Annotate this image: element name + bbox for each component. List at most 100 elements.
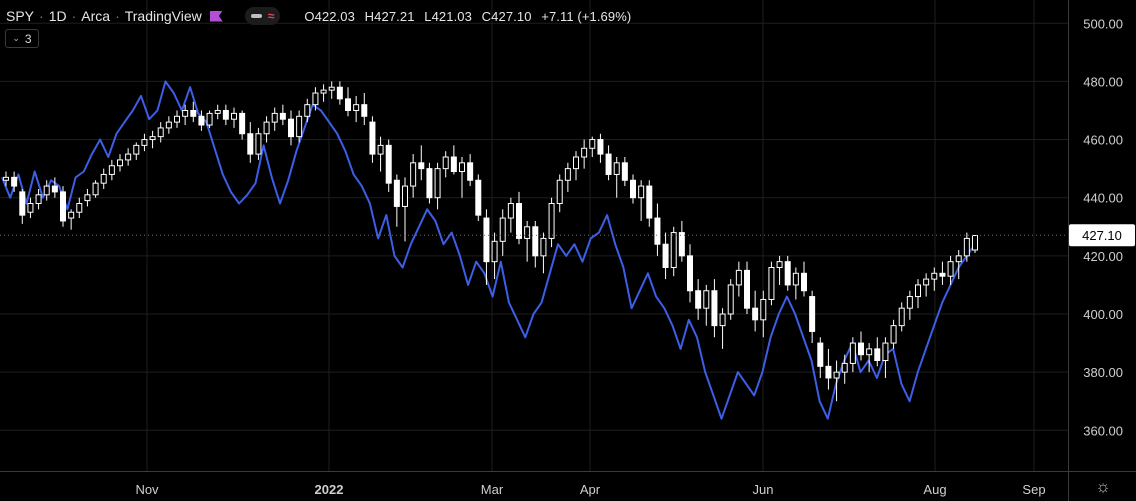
x-tick-label: Sep <box>1022 482 1045 497</box>
indicator-count: 3 <box>24 31 32 46</box>
candle-body <box>418 162 425 170</box>
candle-body <box>947 261 954 277</box>
candle-body <box>890 325 897 344</box>
candle-body <box>841 362 848 373</box>
open-value: O422.03 <box>304 8 355 24</box>
candle-body <box>51 185 58 193</box>
candle-body <box>182 109 189 117</box>
candle-body <box>328 86 335 91</box>
x-tick-label: Nov <box>135 482 159 497</box>
source-label: TradingView <box>124 8 202 24</box>
candle-body <box>532 226 539 257</box>
close-value: C427.10 <box>481 8 532 24</box>
candle-body <box>939 272 946 277</box>
x-tick-label: Aug <box>923 482 946 497</box>
candle-body <box>288 118 294 138</box>
candle-body <box>402 185 408 207</box>
approx-icon: ≈ <box>267 9 275 23</box>
candle-body <box>231 112 237 120</box>
candle-body <box>719 313 726 327</box>
candle-body <box>898 307 905 327</box>
candle-body <box>849 342 856 364</box>
indicators-collapse-button[interactable]: ⌄ 3 <box>5 29 39 48</box>
candle-body <box>923 278 930 286</box>
candle-body <box>3 176 9 181</box>
candle-body <box>345 98 351 111</box>
candle-body <box>833 371 840 379</box>
flag-icon[interactable] <box>209 10 223 22</box>
candle-body <box>801 272 807 292</box>
gear-icon[interactable]: ☼ <box>1095 477 1111 496</box>
y-tick-label: 360.00 <box>1083 423 1123 438</box>
candle-body <box>874 348 881 362</box>
candle-body <box>320 89 327 94</box>
candle-body <box>369 121 376 155</box>
candle-body <box>695 290 702 309</box>
candle-body <box>768 266 775 300</box>
candle-body <box>304 104 311 117</box>
symbol-label[interactable]: SPY <box>6 8 35 24</box>
interval-label[interactable]: 1D <box>48 8 67 24</box>
change-value: +7.11 (+1.69%) <box>541 8 632 24</box>
candle-body <box>84 194 91 202</box>
y-tick-label: 400.00 <box>1083 307 1123 322</box>
low-value: L421.03 <box>424 8 472 24</box>
candle-body <box>263 121 270 135</box>
candle-body <box>68 211 75 219</box>
candle-body <box>174 115 180 123</box>
x-tick-label: Apr <box>580 482 601 497</box>
candle-body <box>516 203 522 239</box>
high-value: H427.21 <box>364 8 415 24</box>
candle-body <box>678 232 685 257</box>
candle-body <box>92 182 99 196</box>
candle-body <box>931 272 938 280</box>
chart-legend-header: SPY · 1D · Arca · TradingView ≈ O422.03 … <box>6 6 637 26</box>
candle-body <box>621 162 628 181</box>
candle-body <box>817 342 824 367</box>
visibility-toggle[interactable]: ≈ <box>244 7 281 25</box>
y-tick-label: 480.00 <box>1083 74 1123 89</box>
candle-body <box>955 255 962 263</box>
candle-body <box>727 284 734 315</box>
candle-body <box>60 191 66 222</box>
candle-body <box>630 179 636 199</box>
candle-body <box>524 226 531 239</box>
candle-body <box>361 104 368 117</box>
candle-body <box>760 298 767 321</box>
candle-body <box>809 296 816 332</box>
candle-body <box>548 203 555 239</box>
candle-body <box>76 203 83 213</box>
comparison-line-layer <box>1 80 976 420</box>
y-tick-label: 380.00 <box>1083 365 1123 380</box>
candle-body <box>915 284 921 298</box>
candle-body <box>11 176 18 187</box>
candle-body <box>662 243 669 268</box>
candle-body <box>784 261 791 286</box>
candle-body <box>108 165 115 175</box>
candle-body <box>499 217 506 242</box>
candle-body <box>377 144 384 155</box>
candle-body <box>654 217 661 245</box>
candle-body <box>206 112 213 126</box>
chart-grid <box>0 0 1068 471</box>
candle-body <box>117 159 123 167</box>
candle-body <box>540 237 547 257</box>
candle-body <box>442 156 449 170</box>
candle-body <box>27 203 34 213</box>
candle-body <box>214 109 221 114</box>
x-tick-label: 2022 <box>315 482 344 497</box>
candle-body <box>597 139 604 155</box>
last-price-badge <box>1069 224 1135 247</box>
y-tick-label: 440.00 <box>1083 191 1123 206</box>
candle-body <box>100 173 107 184</box>
candle-body <box>866 348 873 356</box>
candle-body <box>165 121 172 129</box>
candle-body <box>483 217 490 263</box>
candle-body <box>735 269 742 286</box>
x-tick-label: Jun <box>753 482 774 497</box>
exchange-label: Arca <box>81 8 111 24</box>
candle-body <box>279 112 286 120</box>
candle-body <box>296 115 303 138</box>
